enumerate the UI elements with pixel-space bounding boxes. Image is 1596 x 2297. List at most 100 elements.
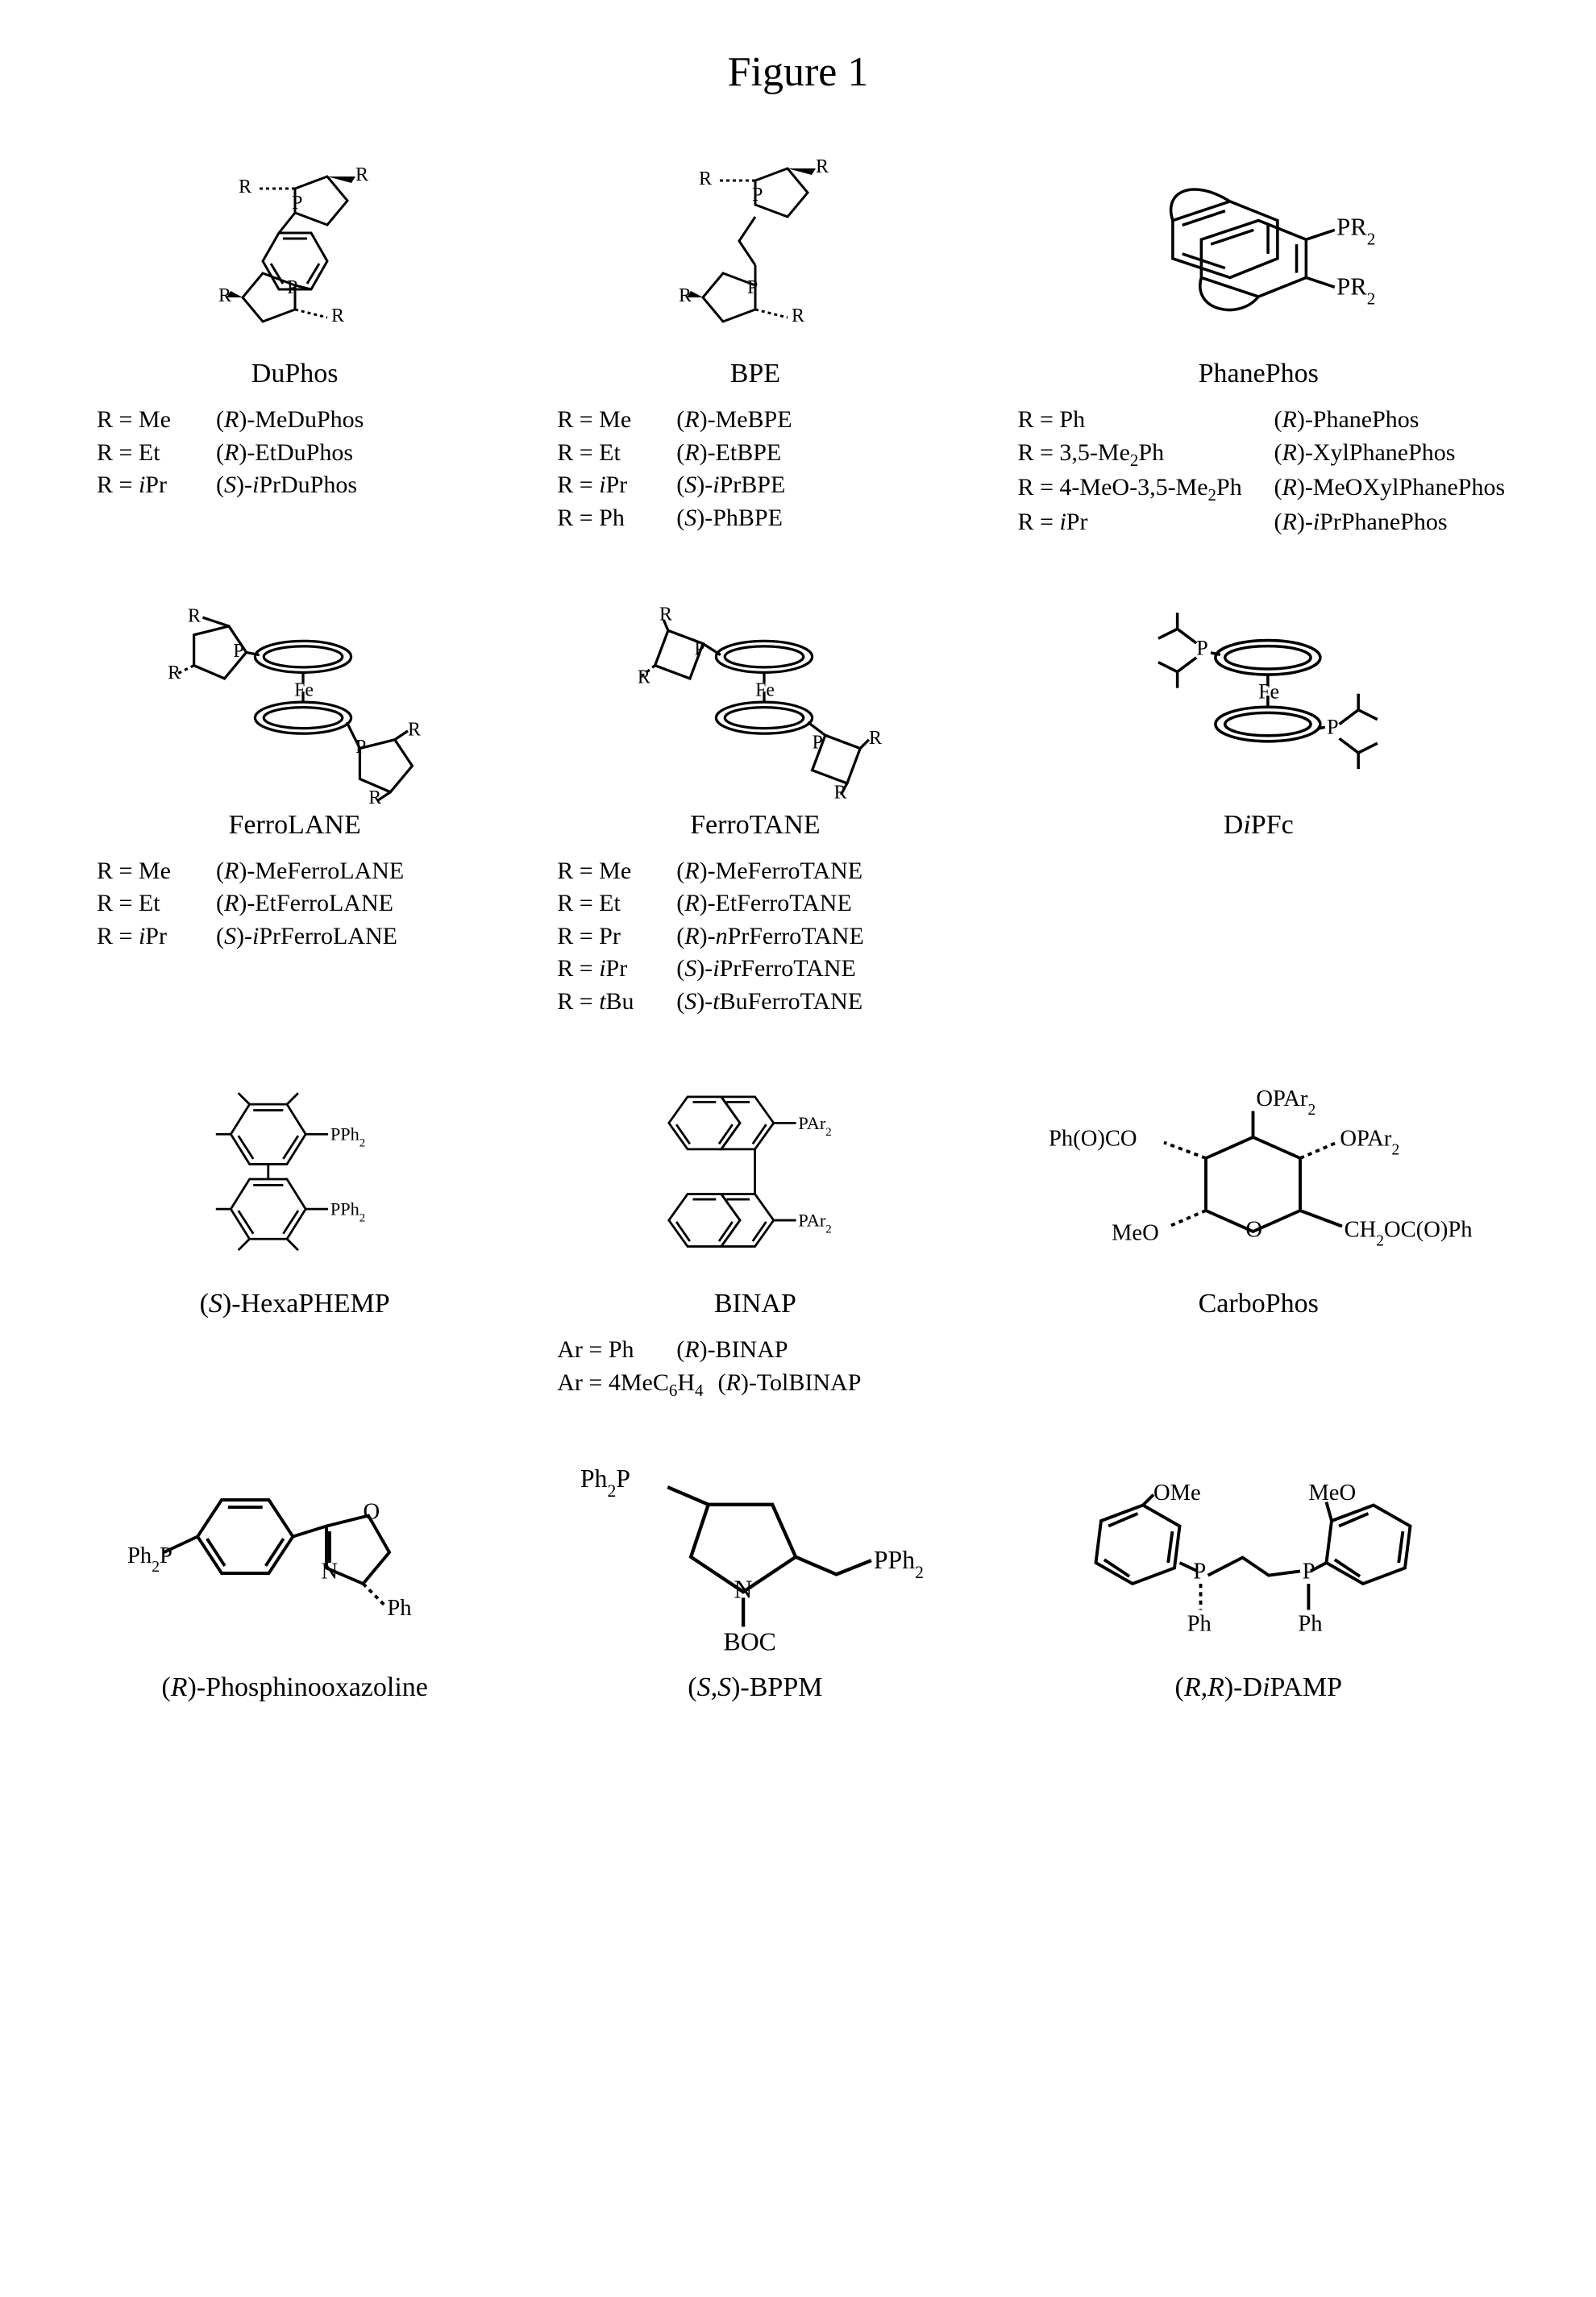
variant-row: R = iPr(S)-iPrBPE	[557, 469, 792, 502]
svg-text:Ph2P: Ph2P	[580, 1464, 630, 1501]
svg-text:PR2: PR2	[1336, 213, 1375, 248]
ligand-name: PhanePhos	[1199, 359, 1319, 389]
variant-key: R = iPr	[97, 469, 202, 502]
variant-row: Ar = Ph(R)-BINAP	[557, 1334, 861, 1367]
svg-text:PAr2: PAr2	[799, 1113, 832, 1139]
variant-value: (R)-MeFerroTANE	[676, 855, 862, 888]
variant-value: (R)-iPrPhanePhos	[1274, 506, 1448, 539]
svg-text:P: P	[812, 732, 822, 753]
variant-table: R = Ph(R)-PhanePhosR = 3,5-Me2Ph(R)-XylP…	[1018, 404, 1506, 539]
svg-text:Ph: Ph	[1187, 1612, 1212, 1637]
svg-text:O: O	[1246, 1218, 1263, 1243]
svg-text:R: R	[792, 305, 804, 326]
variant-value: (R)-MeDuPhos	[216, 404, 364, 437]
variant-row: R = iPr (S)-iPrDuPhos	[97, 469, 364, 502]
variant-value: (S)-tBuFerroTANE	[676, 986, 862, 1019]
ligand-cell: OMe MeO P P Ph Ph (R,R)-DiPAMP	[1002, 1458, 1516, 1718]
ligand-name: (S,S)-BPPM	[688, 1672, 822, 1703]
svg-text:Ph(O)CO: Ph(O)CO	[1049, 1127, 1137, 1152]
svg-text:PPh2: PPh2	[330, 1199, 365, 1225]
chemical-structure: Fe P R R P R R	[81, 596, 509, 805]
variant-row: R = Et(R)-EtFerroLANE	[97, 887, 404, 920]
variant-key: R = Me	[97, 404, 202, 437]
chemical-structure: PPh2 PPh2	[81, 1074, 509, 1284]
variant-value: (S)-iPrFerroLANE	[216, 920, 397, 953]
variant-value: (R)-EtFerroLANE	[216, 887, 393, 920]
svg-text:R: R	[369, 787, 382, 805]
svg-text:P: P	[1303, 1560, 1315, 1585]
svg-text:P: P	[1196, 636, 1207, 659]
variant-value: (R)-XylPhanePhos	[1274, 437, 1456, 471]
variant-key: R = Et	[557, 437, 662, 470]
svg-text:R: R	[331, 305, 344, 326]
variant-row: R = Ph (S)-PhBPE	[557, 502, 792, 535]
svg-text:R: R	[188, 605, 201, 626]
variant-key: R = Me	[97, 855, 202, 888]
variant-row: R = iPr (R)-iPrPhanePhos	[1018, 506, 1506, 539]
ligand-name: DuPhos	[251, 359, 339, 389]
svg-text:CH2OC(O)Ph: CH2OC(O)Ph	[1345, 1218, 1473, 1250]
ligand-cell: P R R P R R DuPhosR = Me(R)-MeDuPhosR = …	[81, 144, 509, 539]
variant-value: (R)-EtDuPhos	[216, 437, 353, 470]
svg-text:Ph: Ph	[1299, 1612, 1323, 1637]
variant-row: R = Me(R)-MeBPE	[557, 404, 792, 437]
variant-table: R = Me(R)-MeBPER = Et(R)-EtBPER = iPr(S)…	[557, 404, 792, 534]
variant-value: (S)-PhBPE	[676, 502, 783, 535]
variant-key: R = Ph	[1018, 404, 1260, 437]
ligand-cell: P R R P R R BPER = Me(R)-MeBPER = Et(R)-…	[541, 144, 969, 539]
variant-value: (S)-iPrDuPhos	[216, 469, 357, 502]
variant-row: R = iPr(S)-iPrFerroLANE	[97, 920, 404, 953]
svg-text:P: P	[292, 193, 302, 214]
chemical-structure: P R R P R R	[81, 144, 509, 354]
variant-value: (S)-iPrFerroTANE	[676, 953, 856, 986]
variant-row: R = Me (R)-MeDuPhos	[97, 404, 364, 437]
ligand-cell: Fe P R R P R R FerroTANER = Me(R)-MeFerr…	[541, 596, 969, 1019]
svg-text:R: R	[816, 156, 829, 177]
variant-key: R = Pr	[557, 920, 662, 953]
svg-text:O: O	[363, 1499, 380, 1524]
variant-value: (R)-MeFerroLANE	[216, 855, 404, 888]
ligand-cell: Fe P R R P R R FerroLANE R = Me (R)-MeFerr…	[81, 596, 509, 1019]
variant-value: (R)-EtFerroTANE	[676, 887, 852, 920]
ligand-cell: Fe P P DiPFc	[1002, 596, 1516, 1019]
variant-key: R = iPr	[557, 469, 662, 502]
ligand-name: FerroTANE	[690, 810, 821, 841]
svg-text:OPAr2: OPAr2	[1340, 1127, 1400, 1159]
variant-key: R = iPr	[1018, 506, 1260, 539]
svg-text:MeO: MeO	[1309, 1481, 1357, 1506]
svg-text:P: P	[355, 737, 366, 758]
variant-row: R = Et (R)-EtFerroTANE	[557, 887, 864, 920]
variant-row: R = Me (R)-MeFerroLANE	[97, 855, 404, 888]
variant-key: R = Et	[557, 887, 662, 920]
variant-key: Ar = Ph	[557, 1334, 662, 1367]
svg-text:R: R	[408, 719, 421, 740]
svg-text:N: N	[321, 1560, 338, 1585]
variant-value: (R)-MeBPE	[676, 404, 792, 437]
variant-value: (R)-EtBPE	[676, 437, 781, 470]
variant-row: R = iPr (S)-iPrFerroTANE	[557, 953, 864, 986]
variant-key: R = iPr	[557, 953, 662, 986]
ligand-name: FerroLANE	[228, 810, 360, 841]
variant-value: (R)-MeOXylPhanePhos	[1274, 471, 1506, 506]
chemical-structure: Ph2P O N Ph	[81, 1458, 509, 1668]
chemical-structure: PR2 PR2	[1002, 144, 1516, 354]
variant-table: Ar = Ph(R)-BINAPAr = 4MeC6H4(R)-TolBINAP	[557, 1334, 861, 1402]
variant-row: R = 3,5-Me2Ph(R)-XylPhanePhos	[1018, 437, 1506, 471]
ligand-name: CarboPhos	[1199, 1289, 1319, 1319]
svg-text:OMe: OMe	[1153, 1481, 1201, 1506]
svg-text:BOC: BOC	[724, 1627, 776, 1655]
variant-key: R = Ph	[557, 502, 662, 535]
variant-row: R = tBu(S)-tBuFerroTANE	[557, 986, 864, 1019]
variant-row: R = 4-MeO-3,5-Me2Ph(R)-MeOXylPhanePhos	[1018, 471, 1506, 506]
svg-text:Ph2P: Ph2P	[127, 1543, 172, 1576]
ligand-cell: N BOC Ph2P PPh2 (S,S)-BPPM	[541, 1458, 969, 1718]
ligand-name: (S)-HexaPHEMP	[200, 1289, 390, 1319]
svg-text:PR2: PR2	[1336, 273, 1375, 309]
ligand-name: BINAP	[714, 1289, 796, 1319]
ligand-name: (R,R)-DiPAMP	[1174, 1672, 1342, 1703]
variant-row: R = Pr(R)-nPrFerroTANE	[557, 920, 864, 953]
variant-value: (R)-TolBINAP	[718, 1367, 862, 1402]
svg-text:R: R	[355, 164, 368, 185]
chemical-structure: P R R P R R	[541, 144, 969, 354]
ligand-cell: Ph2P O N Ph (R)-Phosphinooxazoline	[81, 1458, 509, 1718]
